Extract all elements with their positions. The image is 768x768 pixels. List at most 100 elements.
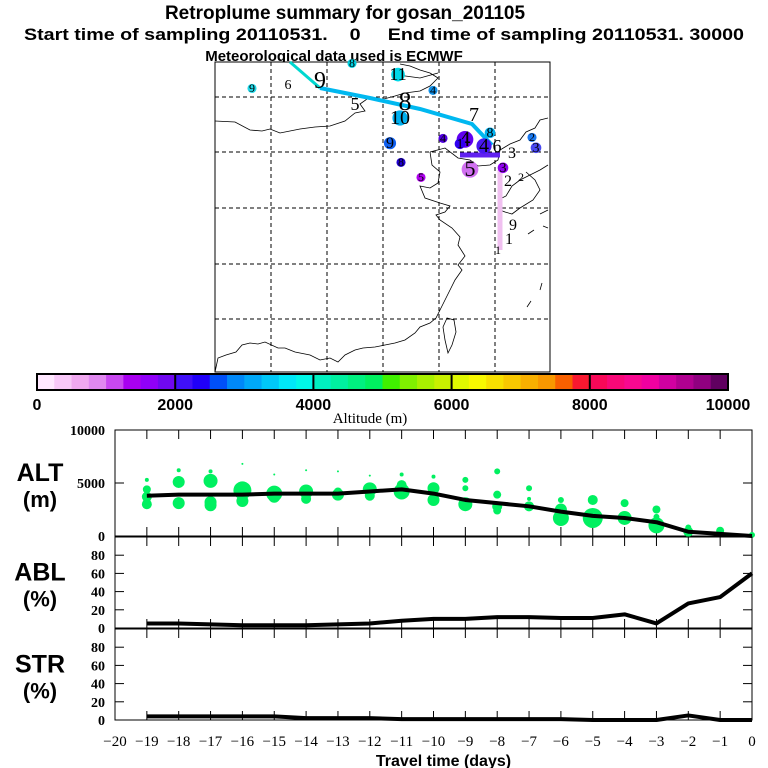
plume-day-label: 6	[285, 78, 292, 93]
plume-day-label: 4	[430, 83, 436, 97]
x-tick-label: −3	[648, 734, 664, 750]
y-tick-label: 5000	[77, 477, 105, 492]
colorbar-swatch	[261, 374, 280, 390]
plume-day-label: 5	[418, 170, 424, 184]
panel-frame	[114, 628, 753, 721]
colorbar-tick-label: 0	[33, 397, 42, 414]
plume-cluster-dot	[527, 132, 537, 142]
colorbar-swatch	[175, 374, 193, 390]
plume-day-label: 3	[533, 141, 540, 156]
colorbar-swatch	[365, 374, 383, 390]
plume-day-label: 3	[508, 145, 516, 162]
x-tick-label: −19	[135, 734, 158, 750]
colorbar-swatch	[693, 374, 712, 390]
plume-cluster-dot	[347, 58, 357, 68]
colorbar-swatch	[607, 374, 625, 390]
plume-trajectory	[289, 60, 321, 90]
figure-title: Retroplume summary for gosan_201105	[165, 3, 526, 24]
altitude-cluster-point	[142, 485, 151, 494]
altitude-colorbar: 0 2000 4000 6000 8000 10000	[33, 373, 750, 414]
panel-frame	[114, 536, 753, 629]
colorbar-frame	[36, 373, 729, 391]
plume-day-label: 1	[505, 231, 513, 248]
colorbar-swatch	[296, 374, 314, 390]
colorbar-swatch	[54, 374, 73, 390]
y-axis-label: STR	[15, 651, 65, 679]
altitude-cluster-point	[526, 485, 533, 492]
plume-cluster-dot	[454, 138, 466, 150]
y-tick-label: 10000	[70, 424, 105, 439]
altitude-cluster-point	[393, 483, 410, 500]
plume-day-label: 8	[398, 155, 404, 169]
plume-cluster-dot	[476, 138, 492, 154]
y-tick-label: 0	[98, 714, 105, 729]
colorbar-swatch	[676, 374, 694, 390]
altitude-cluster-point	[557, 496, 564, 503]
colorbar-swatch	[106, 374, 124, 390]
altitude-cluster-point	[141, 499, 152, 510]
y-tick-label: 80	[91, 549, 105, 564]
x-tick-label: −11	[390, 734, 413, 750]
colorbar-tick-label: 6000	[434, 397, 470, 414]
plume-cluster-dot	[497, 162, 509, 174]
x-tick-label: −18	[167, 734, 190, 750]
colorbar-swatch	[399, 374, 418, 390]
plume-cluster-dot	[428, 85, 438, 95]
plume-day-label: 2	[504, 173, 512, 190]
altitude-cluster-point	[493, 490, 502, 499]
y-axis-label: (%)	[23, 679, 57, 704]
colorbar-swatch	[468, 374, 487, 390]
altitude-cluster-point	[172, 497, 185, 510]
colorbar-swatch	[658, 374, 677, 390]
colorbar-swatch	[503, 374, 522, 390]
altitude-cluster-point	[172, 475, 185, 488]
altitude-cluster-point	[204, 499, 217, 512]
x-tick-label: −12	[358, 734, 381, 750]
x-tick-label: −7	[521, 734, 537, 750]
plume-day-label: 2	[518, 170, 524, 184]
altitude-cluster-point	[176, 468, 181, 473]
plume-trajectory-main	[319, 86, 494, 147]
x-tick-label: −9	[457, 734, 473, 750]
x-tick-label: −20	[103, 734, 126, 750]
colorbar-swatch	[313, 374, 332, 390]
plume-day-label: 9	[314, 68, 326, 94]
colorbar-swatch	[710, 374, 729, 390]
colorbar-swatch	[227, 374, 245, 390]
altitude-cluster-point	[652, 505, 661, 514]
plume-cluster-dot	[484, 127, 496, 139]
plume-day-label: 10	[390, 107, 410, 129]
colorbar-swatch	[71, 374, 90, 390]
colorbar-swatch	[278, 374, 297, 390]
panel-alt: 0 5000 10000 ALT(m)	[17, 424, 755, 545]
altitude-cluster-point	[462, 476, 469, 483]
y-tick-label: 80	[91, 641, 105, 656]
coastlines	[214, 63, 549, 373]
x-tick-label: −10	[422, 734, 445, 750]
plume-cluster-dot	[530, 142, 542, 154]
plume-cluster-dot	[391, 67, 405, 82]
plume-day-label: 4	[479, 135, 489, 157]
met-data-line: Meteorological data used is ECMWF	[205, 48, 463, 65]
plume-day-label: 8	[399, 87, 412, 116]
altitude-cluster-point	[203, 473, 218, 488]
y-axis-label: ABL	[14, 559, 65, 587]
altitude-cluster-point	[527, 496, 532, 501]
x-tick-label: −8	[489, 734, 505, 750]
plume-cluster-dot	[416, 172, 426, 182]
colorbar-swatch	[37, 374, 55, 390]
plume-cluster-dot	[396, 157, 406, 167]
altitude-cluster-point	[582, 507, 603, 528]
colorbar-swatch	[486, 374, 504, 390]
altitude-cluster-point	[587, 494, 598, 505]
x-tick-label: −14	[294, 734, 318, 750]
colorbar-swatch	[347, 374, 366, 390]
colorbar-swatch	[88, 374, 107, 390]
y-tick-label: 20	[91, 604, 105, 619]
colorbar-swatch	[244, 374, 263, 390]
plume-cluster-dot	[461, 161, 479, 178]
x-tick-label: −4	[617, 734, 633, 750]
y-axis-label: (m)	[23, 487, 57, 512]
x-tick-label: −2	[680, 734, 696, 750]
